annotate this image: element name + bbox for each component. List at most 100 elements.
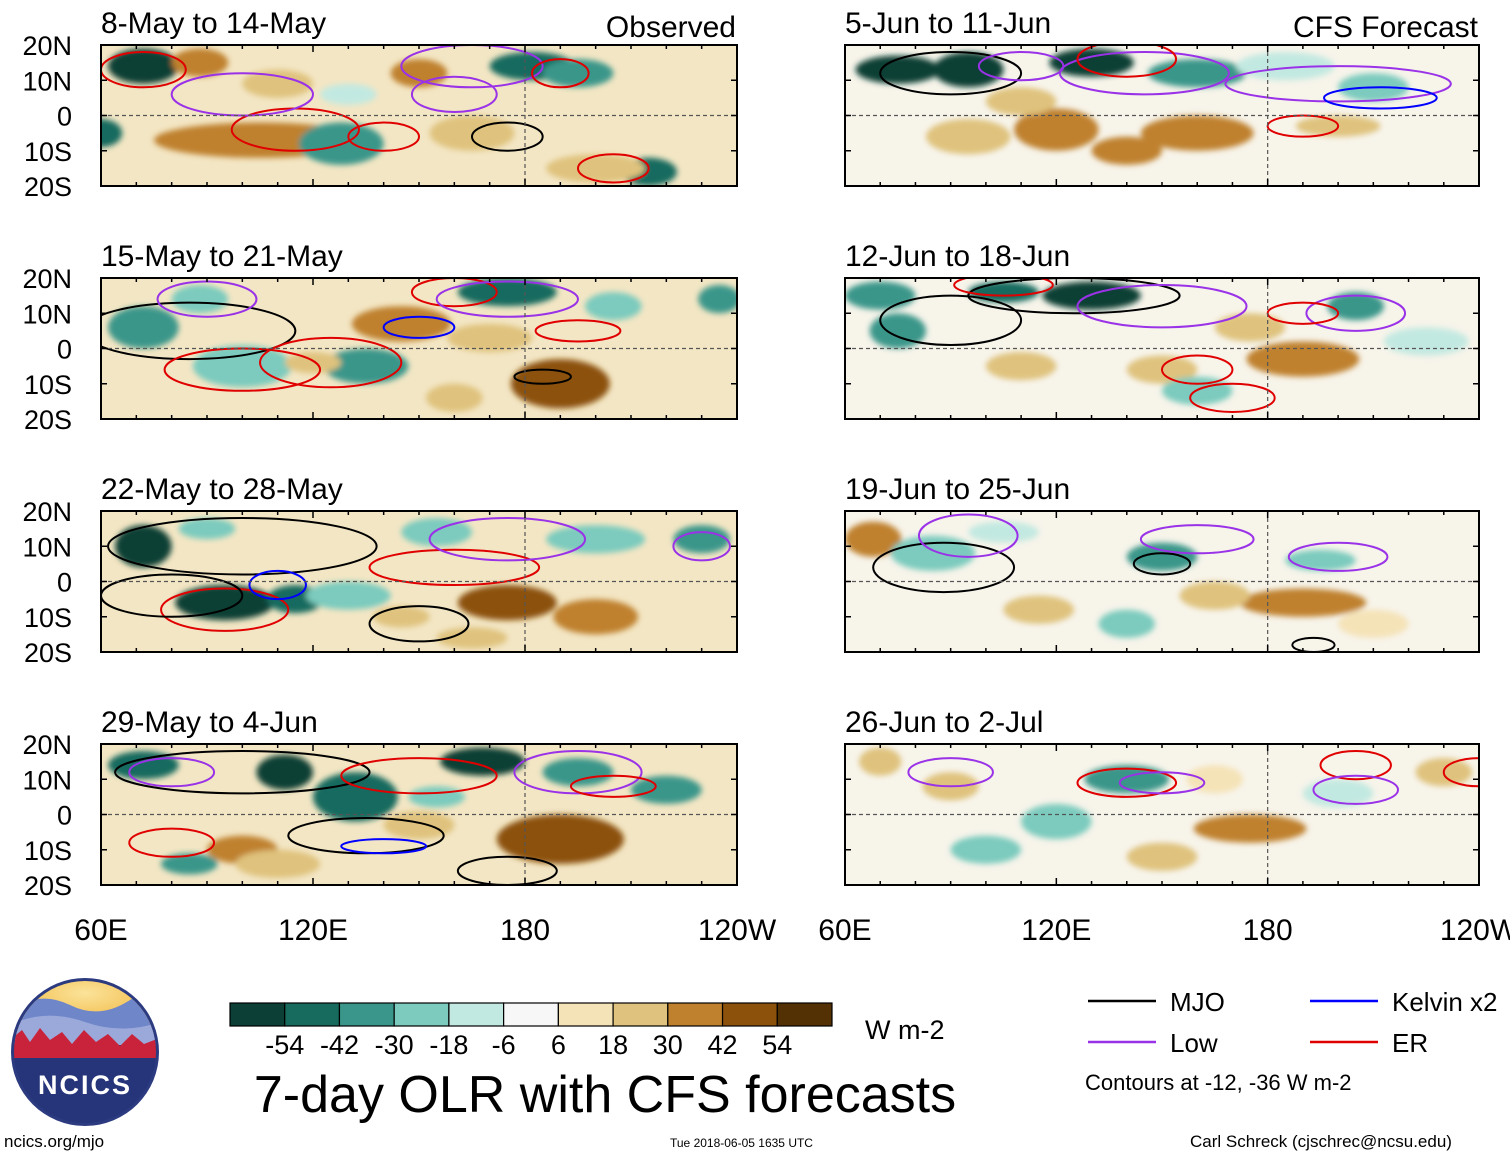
contour-low xyxy=(917,513,1019,558)
olr-anomaly-blob xyxy=(1214,313,1286,342)
y-tick-label: 10N xyxy=(22,532,72,562)
contour-er xyxy=(1319,750,1392,781)
olr-anomaly-blob xyxy=(968,521,1039,543)
y-tick-label: 10N xyxy=(22,299,72,329)
olr-anomaly-blob xyxy=(171,48,229,77)
olr-anomaly-blob xyxy=(631,775,702,804)
colorbar-tick-label: -18 xyxy=(429,1030,468,1060)
x-tick-label: 60E xyxy=(818,914,871,947)
olr-anomaly-blob xyxy=(457,585,557,621)
olr-panel: 19-Jun to 25-Jun xyxy=(844,473,1480,653)
olr-anomaly-blob xyxy=(698,285,737,314)
contour-mjo xyxy=(879,51,1023,96)
colorbar-swatch xyxy=(776,1002,833,1027)
olr-anomaly-blob xyxy=(390,59,448,88)
colorbar-tick-label: -30 xyxy=(375,1030,414,1060)
olr-anomaly-blob xyxy=(1126,542,1198,571)
y-tick-label: 10N xyxy=(22,66,72,96)
olr-panel: 20N 10N 0 10S 20S 8-May to 14-May xyxy=(22,7,738,202)
colorbar-swatch xyxy=(229,1002,286,1027)
x-tick-label: 120W xyxy=(1440,914,1510,947)
colorbar-swatch xyxy=(721,1002,778,1027)
contour-mjo xyxy=(114,750,371,795)
y-tick-label: 20S xyxy=(24,638,72,668)
olr-anomaly-blob xyxy=(985,352,1057,381)
contour-mjo xyxy=(872,541,1016,594)
contour-layer xyxy=(879,45,1452,138)
contour-layer xyxy=(907,750,1479,805)
contour-er xyxy=(1076,767,1178,798)
contour-er xyxy=(259,336,403,389)
olr-anomaly-blob xyxy=(968,281,1039,303)
olr-anomaly-blob xyxy=(101,119,123,148)
panel-period-title: 15-May to 21-May xyxy=(101,240,343,273)
olr-anomaly-blob xyxy=(546,154,646,183)
colorbar-swatch xyxy=(503,1002,559,1027)
olr-anomaly-blob xyxy=(1021,803,1092,840)
y-tick-label: 10S xyxy=(24,137,72,167)
contour-er xyxy=(569,774,657,798)
contour-low xyxy=(1287,541,1389,572)
contour-er xyxy=(347,121,420,152)
olr-anomaly-blob xyxy=(542,59,614,88)
legend-label-low: Low xyxy=(1170,1028,1218,1058)
olr-anomaly-blob xyxy=(440,747,525,776)
footer-url[interactable]: ncics.org/mjo xyxy=(4,1132,105,1151)
colorbar-swatch xyxy=(448,1002,505,1027)
legend-label-er: ER xyxy=(1392,1028,1428,1058)
olr-anomaly-blob xyxy=(546,525,646,554)
contour-mjo xyxy=(368,605,470,643)
olr-anomaly-blob xyxy=(1091,136,1163,165)
contour-low xyxy=(1076,284,1248,329)
contour-legend: MJO Kelvin x2 Low ER Contours at -12, -3… xyxy=(1085,987,1498,1095)
olr-anomaly-blob xyxy=(1003,595,1074,624)
olr-anomaly-blob xyxy=(178,518,236,540)
olr-anomaly-field xyxy=(115,518,730,649)
contour-mjo xyxy=(1291,636,1336,652)
olr-anomaly-blob xyxy=(1193,814,1307,843)
olr-panel: 12-Jun to 18-Jun xyxy=(844,240,1480,420)
x-tick-label: 120W xyxy=(698,914,777,947)
contour-mjo xyxy=(967,278,1181,315)
y-tick-label: 0 xyxy=(57,102,72,132)
contour-mjo xyxy=(879,294,1023,346)
olr-anomaly-blob xyxy=(373,606,430,628)
y-tick-label: 0 xyxy=(57,801,72,831)
y-tick-label: 0 xyxy=(57,568,72,598)
contour-er xyxy=(368,548,541,587)
contour-low xyxy=(428,517,587,562)
olr-anomaly-blob xyxy=(869,313,927,349)
olr-anomaly-blob xyxy=(115,525,172,568)
olr-anomaly-blob xyxy=(510,359,610,409)
olr-anomaly-blob xyxy=(457,278,557,307)
olr-anomaly-blob xyxy=(1235,52,1335,81)
y-tick-label: 10S xyxy=(24,370,72,400)
panel-period-title: 22-May to 28-May xyxy=(101,473,343,506)
contour-note: Contours at -12, -36 W m-2 xyxy=(1085,1070,1352,1095)
colorbar-tick-label: 54 xyxy=(762,1030,792,1060)
olr-anomaly-blob xyxy=(1126,842,1198,871)
olr-anomaly-blob xyxy=(401,518,472,547)
contour-er xyxy=(953,278,1054,297)
footer-credit: Carl Schreck (cjschrec@ncsu.edu) xyxy=(1190,1132,1452,1151)
olr-anomaly-blob xyxy=(845,281,916,310)
x-tick-label: 180 xyxy=(500,914,550,947)
contour-low xyxy=(1224,65,1452,103)
contour-mjo xyxy=(101,301,297,361)
column-label-forecast: CFS Forecast xyxy=(1293,11,1479,44)
colorbar-tick-label: 42 xyxy=(708,1030,738,1060)
y-tick-label: 10S xyxy=(24,603,72,633)
contour-er xyxy=(101,51,187,89)
olr-anomaly-blob xyxy=(351,306,451,342)
contour-mjo xyxy=(107,517,378,576)
y-tick-label: 10S xyxy=(24,836,72,866)
contour-er xyxy=(531,58,590,89)
olr-anomaly-blob xyxy=(447,323,533,353)
x-tick-label: 60E xyxy=(74,914,127,947)
olr-anomaly-blob xyxy=(235,849,321,878)
contour-er xyxy=(340,757,498,795)
olr-anomaly-blob xyxy=(1246,341,1360,377)
olr-anomaly-blob xyxy=(985,87,1057,116)
